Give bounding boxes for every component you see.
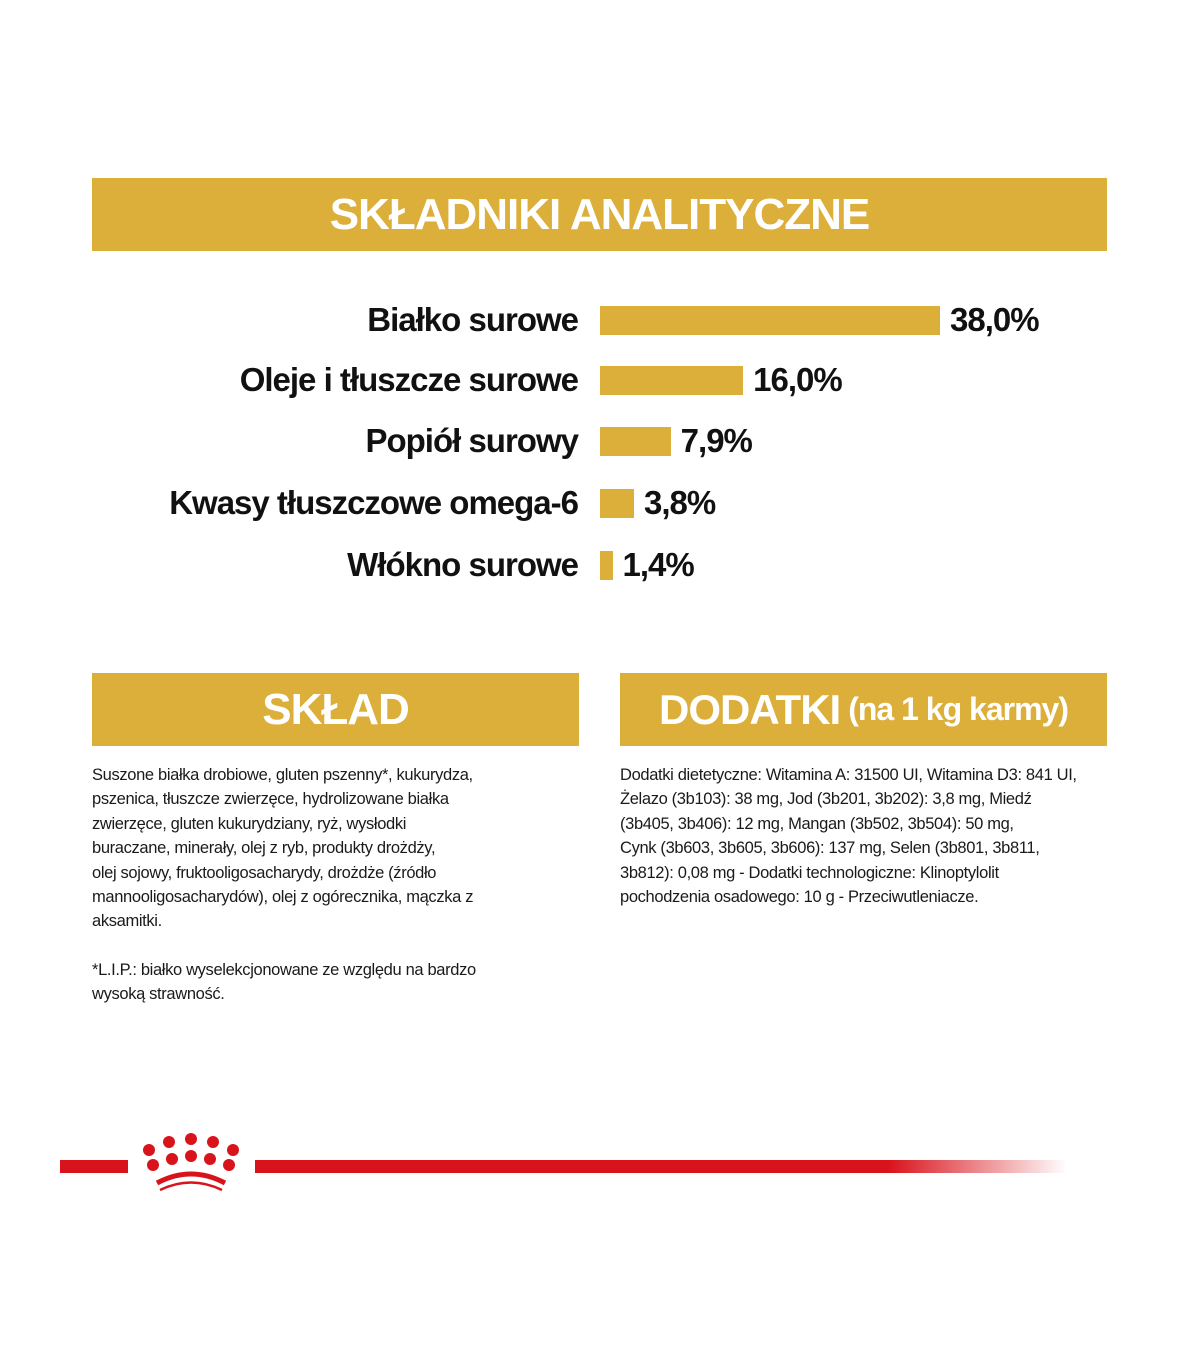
chart-row: Włókno surowe 1,4% xyxy=(0,545,1200,585)
chart-row: Popiół surowy 7,9% xyxy=(0,421,1200,461)
category-label: Popiół surowy xyxy=(365,422,579,459)
text-line: Dodatki dietetyczne: Witamina A: 31500 U… xyxy=(620,766,1077,784)
text-line: *L.I.P.: białko wyselekcjonowane ze wzgl… xyxy=(92,961,476,979)
value-label: 16,0% xyxy=(753,361,843,398)
sklad-header: SKŁAD xyxy=(92,673,579,746)
bar xyxy=(600,306,940,335)
bar xyxy=(600,427,671,456)
text-line: olej sojowy, fruktooligosacharydy, drożd… xyxy=(92,863,437,882)
text-line: pochodzenia osadowego: 10 g - Przeciwutl… xyxy=(620,888,979,907)
value-label: 7,9% xyxy=(680,422,753,459)
sklad-text: Suszone białka drobiowe, gluten pszenny*… xyxy=(92,763,473,934)
dodatki-header: DODATKI (na 1 kg karmy) xyxy=(620,673,1107,746)
text-line: wysoką strawność. xyxy=(92,985,225,1004)
value-label: 38,0% xyxy=(950,301,1040,338)
sklad-note: *L.I.P.: białko wyselekcjonowane ze wzgl… xyxy=(92,958,476,1007)
bar xyxy=(600,366,744,395)
crown-logo-icon xyxy=(143,1133,239,1192)
text-line: aksamitki. xyxy=(92,912,162,931)
dodatki-text: Dodatki dietetyczne: Witamina A: 31500 U… xyxy=(620,763,1077,909)
dodatki-subtitle: (na 1 kg karmy) xyxy=(848,691,1069,727)
text-line: buraczane, minerały, olej z ryb, produkt… xyxy=(92,839,436,858)
bar xyxy=(600,551,613,580)
chart-row: Oleje i tłuszcze surowe 16,0% xyxy=(0,360,1200,400)
analytical-header: SKŁADNIKI ANALITYCZNE xyxy=(92,178,1107,251)
text-line: zwierzęce, gluten kukurydziany, ryż, wys… xyxy=(92,814,407,833)
text-line: mannooligosacharydów), olej z ogórecznik… xyxy=(92,888,474,907)
text-line: 3b812): 0,08 mg - Dodatki technologiczne… xyxy=(620,863,999,882)
category-label: Oleje i tłuszcze surowe xyxy=(239,361,579,398)
value-label: 1,4% xyxy=(622,546,695,583)
text-line: Cynk (3b603, 3b605, 3b606): 137 mg, Sele… xyxy=(620,839,1040,858)
category-label: Włókno surowe xyxy=(347,546,579,583)
text-line: Żelazo (3b103): 38 mg, Jod (3b201, 3b202… xyxy=(620,790,1032,809)
text-line: Suszone białka drobiowe, gluten pszenny*… xyxy=(92,766,473,784)
dodatki-title: DODATKI xyxy=(659,685,841,733)
chart-row: Kwasy tłuszczowe omega-6 3,8% xyxy=(0,483,1200,523)
value-label: 3,8% xyxy=(644,484,716,521)
bar xyxy=(600,489,634,518)
text-line: pszenica, tłuszcze zwierzęce, hydrolizow… xyxy=(92,790,449,809)
category-label: Białko surowe xyxy=(367,301,579,338)
red-line-right xyxy=(255,1160,1067,1173)
sklad-title: SKŁAD xyxy=(262,684,410,734)
analytical-title: SKŁADNIKI ANALITYCZNE xyxy=(329,189,871,239)
red-line-left xyxy=(60,1160,128,1173)
chart-row: Białko surowe 38,0% xyxy=(0,300,1200,340)
category-label: Kwasy tłuszczowe omega-6 xyxy=(169,484,579,521)
text-line: (3b405, 3b406): 12 mg, Mangan (3b502, 3b… xyxy=(620,814,1014,833)
